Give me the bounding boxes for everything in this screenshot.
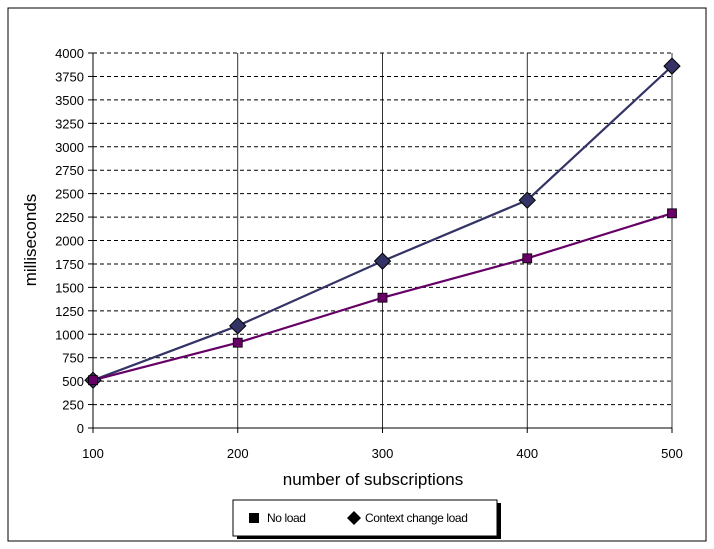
data-point-context-change-load [663,57,681,75]
legend-label-no-load: No load [267,511,306,525]
y-tick-label: 2750 [55,163,84,178]
x-tick-labels: 100 200 300 400 500 [82,446,683,461]
y-tick-label: 250 [62,398,84,413]
y-tick-label: 750 [62,351,84,366]
y-tick-label: 4000 [55,46,84,61]
y-tick-label: 2500 [55,187,84,202]
x-tick-label: 100 [82,446,104,461]
axes [88,52,673,433]
x-tick-label: 300 [372,446,394,461]
data-point-no-load [377,292,388,303]
y-tick-label: 500 [62,374,84,389]
data-point-context-change-load [373,252,392,270]
legend-box [232,499,498,537]
chart-area-border [7,7,707,542]
x-tick-label: 200 [227,446,249,461]
y-tick-label: 3500 [55,93,84,108]
x-tick-label: 400 [516,446,538,461]
legend-marker-no-load [249,513,259,523]
y-tick-label: 0 [77,421,84,436]
data-point-no-load [88,375,98,386]
y-tick-label: 1750 [55,257,84,272]
y-tick-labels: 0 250 500 750 1000 1250 1500 1750 2000 2250 2500 27… [55,46,84,436]
y-tick-label: 1500 [55,280,84,295]
data-point-no-load [232,337,243,348]
x-axis-label: number of subscriptions [283,470,463,489]
data-point-no-load [667,208,677,219]
series [84,57,681,389]
y-tick-label: 3250 [55,116,84,131]
y-axis-label: milliseconds [21,194,40,287]
legend-label-context-change-load: Context change load [365,511,467,525]
x-tick-label: 500 [661,446,683,461]
y-tick-label: 1000 [55,327,84,342]
data-point-context-change-load [518,191,536,209]
y-tick-label: 2250 [55,210,84,225]
y-tick-label: 2000 [55,234,84,249]
y-tick-label: 1250 [55,304,84,319]
data-point-no-load [522,253,533,264]
legend: No load Context change load [232,499,501,539]
y-tick-label: 3000 [55,140,84,155]
y-tick-label: 3750 [55,69,84,84]
data-point-context-change-load [229,317,247,335]
legend-marker-context-change-load [347,511,361,525]
